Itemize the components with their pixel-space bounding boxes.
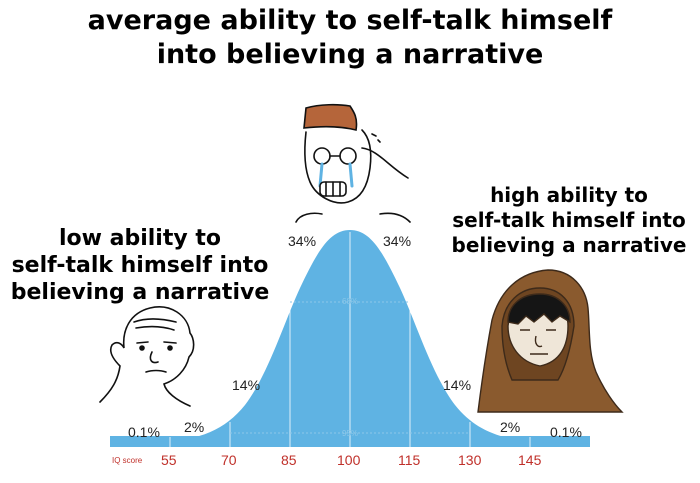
pct-right-14: 14% (443, 377, 471, 393)
iq-tick-85: 85 (281, 452, 297, 468)
iq-tick-130: 130 (458, 452, 482, 468)
iq-tick-145: 145 (518, 452, 542, 468)
meme-title: average ability to self-talk himself int… (0, 4, 700, 72)
wojak-crying-glasses-icon (295, 103, 411, 230)
pct-right-2: 2% (500, 419, 520, 435)
iq-tick-55: 55 (161, 452, 177, 468)
right-caption: high ability to self-talk himself into b… (440, 183, 698, 258)
left-caption: low ability to self-talk himself into be… (2, 225, 278, 306)
sigma-lines (169, 232, 531, 447)
hooded-monk-icon (477, 269, 624, 413)
title-line-1: average ability to self-talk himself (87, 5, 613, 36)
pct-left-34: 34% (288, 233, 316, 249)
iq-tick-100: 100 (337, 452, 361, 468)
inner-range-lines (230, 301, 470, 434)
pct-left-2: 2% (184, 419, 204, 435)
iq-axis-label: IQ score (112, 456, 143, 465)
pct-inner-95: 95% (342, 429, 358, 438)
iq-tick-115: 115 (398, 452, 421, 468)
pct-left-far: 0.1% (128, 424, 160, 440)
right-caption-line-3: believing a narrative (451, 233, 687, 257)
wojak-bald-icon (99, 306, 195, 407)
left-caption-line-3: believing a narrative (10, 280, 270, 305)
left-caption-line-2: self-talk himself into (11, 253, 269, 278)
left-caption-line-1: low ability to (58, 226, 221, 251)
right-caption-line-1: high ability to (490, 183, 648, 207)
pct-left-14: 14% (232, 377, 260, 393)
pct-right-far: 0.1% (550, 424, 582, 440)
iq-tick-70: 70 (221, 452, 237, 468)
right-caption-line-2: self-talk himself into (452, 208, 686, 232)
pct-inner-68: 68% (342, 297, 358, 306)
title-line-2: into believing a narrative (156, 39, 544, 70)
pct-right-34: 34% (383, 233, 411, 249)
